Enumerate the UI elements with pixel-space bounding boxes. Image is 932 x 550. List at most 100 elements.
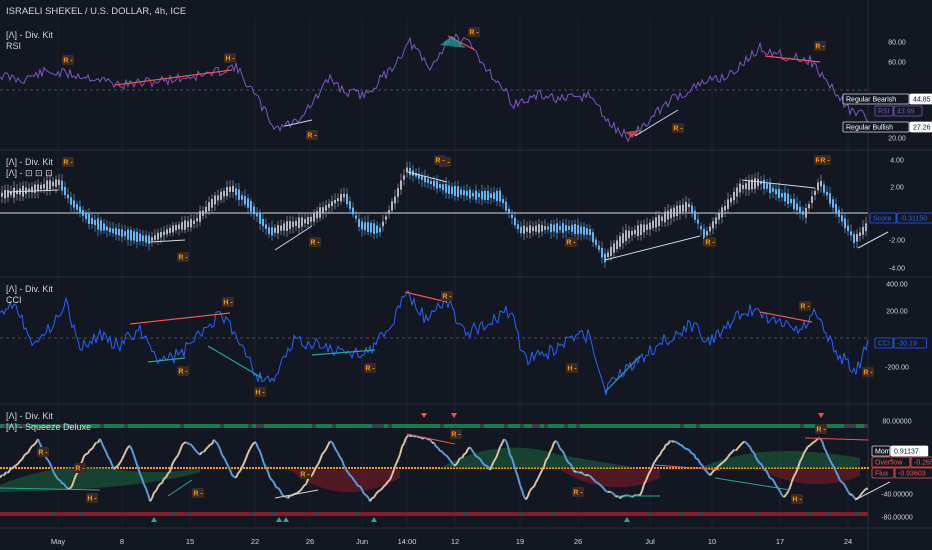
score-candle[interactable] [739, 183, 741, 193]
momentum-segment[interactable] [121, 454, 125, 460]
score-candle[interactable] [484, 191, 486, 200]
momentum-segment[interactable] [397, 454, 401, 461]
rsi-bearish-divergence[interactable] [764, 55, 821, 63]
momentum-segment[interactable] [7, 469, 11, 474]
divergence-badge[interactable]: R - [192, 488, 204, 498]
squeeze-bullish-divergence[interactable] [167, 479, 193, 497]
momentum-segment[interactable] [727, 453, 731, 458]
momentum-segment[interactable] [103, 447, 107, 453]
momentum-segment[interactable] [151, 492, 155, 499]
score-candle[interactable] [160, 232, 162, 238]
momentum-segment[interactable] [375, 490, 379, 495]
score-candle[interactable] [634, 229, 636, 235]
divergence-badge[interactable]: H - [254, 387, 266, 397]
momentum-segment[interactable] [595, 481, 599, 484]
momentum-segment[interactable] [669, 439, 673, 443]
score-candle[interactable] [574, 223, 576, 235]
momentum-segment[interactable] [381, 485, 385, 490]
momentum-segment[interactable] [453, 463, 457, 467]
momentum-segment[interactable] [705, 470, 709, 474]
score-candle[interactable] [601, 247, 603, 258]
momentum-segment[interactable] [23, 452, 27, 457]
score-candle[interactable] [367, 222, 369, 232]
momentum-segment[interactable] [203, 448, 207, 453]
momentum-segment[interactable] [557, 443, 561, 450]
momentum-segment[interactable] [687, 448, 691, 452]
score-candle[interactable] [232, 185, 234, 193]
momentum-segment[interactable] [841, 481, 845, 485]
score-candle[interactable] [403, 175, 405, 180]
momentum-segment[interactable] [451, 462, 455, 467]
momentum-segment[interactable] [567, 461, 571, 465]
score-candle[interactable] [652, 220, 654, 228]
momentum-segment[interactable] [757, 460, 761, 465]
momentum-segment[interactable] [345, 468, 349, 473]
momentum-segment[interactable] [551, 442, 555, 449]
score-candle[interactable] [595, 239, 597, 246]
score-candle[interactable] [337, 198, 339, 202]
sell-signal-triangle[interactable] [421, 413, 427, 418]
score-candle[interactable] [541, 225, 543, 232]
momentum-segment[interactable] [661, 448, 665, 452]
divergence-badge[interactable]: R - [815, 424, 827, 434]
score-candle[interactable] [775, 189, 777, 195]
momentum-segment[interactable] [811, 441, 815, 445]
momentum-segment[interactable] [477, 456, 481, 460]
score-divergence-line[interactable] [741, 179, 816, 189]
momentum-segment[interactable] [385, 480, 389, 486]
momentum-segment[interactable] [729, 451, 733, 455]
score-candle[interactable] [181, 222, 183, 230]
score-candle[interactable] [127, 229, 129, 240]
momentum-segment[interactable] [767, 473, 771, 479]
momentum-segment[interactable] [149, 497, 153, 502]
momentum-segment[interactable] [463, 452, 467, 456]
score-candle[interactable] [421, 175, 423, 181]
momentum-segment[interactable] [391, 469, 395, 476]
momentum-segment[interactable] [9, 467, 13, 471]
score-candle[interactable] [433, 180, 435, 187]
momentum-segment[interactable] [831, 463, 835, 468]
score-candle[interactable] [733, 191, 735, 201]
score-candle[interactable] [859, 232, 861, 236]
momentum-segment[interactable] [851, 493, 855, 498]
rsi-pane-subtitle[interactable]: RSI [6, 41, 22, 51]
score-candle[interactable] [805, 207, 807, 218]
score-candle[interactable] [382, 221, 384, 227]
momentum-segment[interactable] [83, 453, 87, 457]
momentum-segment[interactable] [449, 459, 453, 464]
momentum-segment[interactable] [731, 449, 735, 453]
momentum-segment[interactable] [735, 447, 739, 452]
momentum-segment[interactable] [435, 445, 439, 449]
score-candle[interactable] [316, 211, 318, 219]
score-candle[interactable] [289, 221, 291, 229]
regular-bearish-label[interactable]: Regular Bearish 44.85 [842, 93, 932, 105]
score-candle[interactable] [280, 225, 282, 231]
momentum-segment[interactable] [443, 453, 447, 457]
score-candle[interactable] [121, 229, 123, 237]
momentum-segment[interactable] [429, 438, 433, 444]
momentum-segment[interactable] [57, 478, 61, 482]
score-candle[interactable] [703, 228, 705, 239]
momentum-segment[interactable] [479, 458, 483, 463]
score-candle[interactable] [853, 233, 855, 243]
momentum-segment[interactable] [471, 449, 475, 454]
score-candle[interactable] [640, 224, 642, 235]
momentum-segment[interactable] [343, 465, 347, 470]
score-candle[interactable] [379, 227, 381, 233]
score-candle[interactable] [154, 235, 156, 240]
momentum-segment[interactable] [159, 482, 163, 485]
momentum-segment[interactable] [649, 467, 653, 472]
score-candle[interactable] [793, 198, 795, 210]
momentum-segment[interactable] [853, 496, 857, 500]
momentum-segment[interactable] [565, 457, 569, 463]
momentum-segment[interactable] [779, 490, 783, 496]
momentum-segment[interactable] [741, 440, 745, 445]
momentum-segment[interactable] [45, 457, 49, 461]
score-candle[interactable] [109, 227, 111, 233]
momentum-segment[interactable] [27, 448, 31, 454]
score-candle[interactable] [715, 217, 717, 224]
momentum-segment[interactable] [783, 494, 787, 498]
score-candle[interactable] [352, 207, 354, 215]
momentum-segment[interactable] [589, 475, 593, 479]
